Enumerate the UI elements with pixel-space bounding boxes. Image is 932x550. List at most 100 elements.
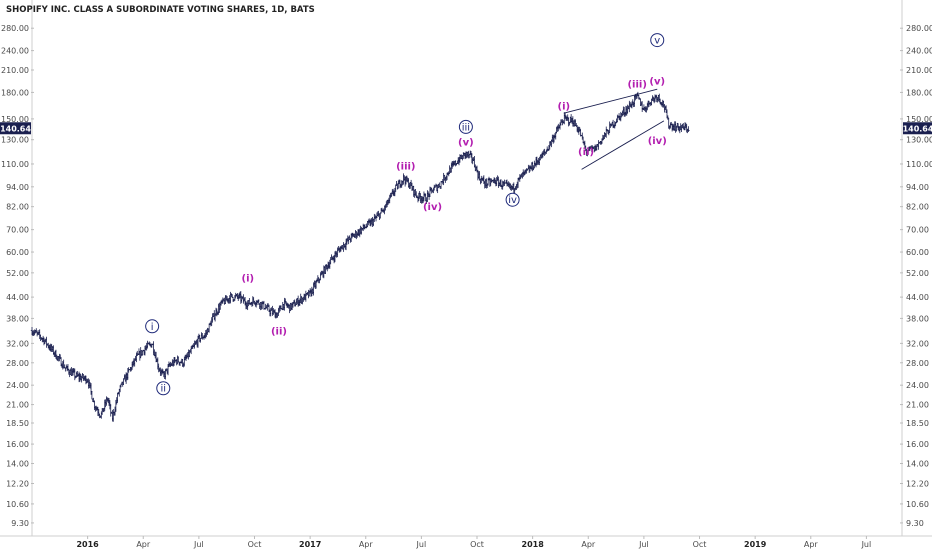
y-tick-label-right: 28.00 [906, 359, 929, 368]
x-tick-label: 2016 [76, 540, 99, 549]
x-tick-label: Jul [193, 540, 204, 549]
y-tick-label-left: 180.00 [1, 88, 29, 97]
x-tick-label: Jul [416, 540, 427, 549]
y-axis-left[interactable]: 280.00 240.00 210.00 180.00 150.00 130.00 110.… [0, 24, 31, 528]
wave-label-minor: (v) [458, 137, 474, 148]
price-bars [30, 91, 690, 422]
y-tick-label-left: 32.00 [6, 339, 29, 348]
y-tick-label-left: 240.00 [1, 47, 29, 56]
x-axis[interactable]: 2016 Apr Jul Oct 2017 Apr Jul Oct 2018 Apr Jul Oct 2… [76, 540, 871, 549]
wave-label-minor: (ii) [578, 147, 594, 158]
x-tick-label: Apr [136, 540, 151, 549]
x-tick-label: Apr [359, 540, 374, 549]
y-tick-label-left: 52.00 [6, 269, 29, 278]
y-tick-label-left: 82.00 [6, 203, 29, 212]
y-tick-label-left: 60.00 [6, 248, 29, 257]
x-tick-label: 2019 [744, 540, 767, 549]
y-tick-label-left: 38.00 [6, 314, 29, 323]
chart-title: SHOPIFY INC. CLASS A SUBORDINATE VOTING … [6, 5, 315, 15]
y-tick-label-right: 210.00 [906, 66, 932, 75]
y-tick-label-left: 280.00 [1, 24, 29, 33]
y-tick-label-right: 110.00 [906, 160, 932, 169]
x-tick-label: 2017 [299, 540, 321, 549]
y-tick-label-right: 280.00 [906, 24, 932, 33]
svg-text:iv: iv [508, 195, 517, 206]
x-tick-label: Jul [861, 540, 872, 549]
wave-labels: (i)(ii)(iii)(iv)(v)(i)(ii)(iii)(iv)(v)ii… [145, 33, 667, 396]
x-tick-label: Oct [470, 540, 484, 549]
wedge-trendline[interactable] [563, 88, 658, 114]
y-tick-label-right: 82.00 [906, 203, 929, 212]
svg-text:ii: ii [160, 384, 166, 395]
wave-label-circled: ii [156, 381, 171, 396]
wave-label-circled: i [145, 319, 160, 334]
wave-label-minor: (i) [242, 273, 255, 284]
y-tick-label-right: 12.20 [906, 479, 929, 488]
svg-text:iii: iii [462, 122, 470, 133]
y-tick-label-left: 18.50 [6, 419, 29, 428]
wave-label-minor: (iii) [627, 80, 646, 91]
y-tick-label-left: 70.00 [6, 226, 29, 235]
y-tick-label-left: 150.00 [1, 115, 29, 124]
svg-text:v: v [654, 36, 660, 47]
y-tick-label-left: 10.60 [6, 500, 29, 509]
y-tick-label-right: 10.60 [906, 500, 929, 509]
y-tick-label-right: 16.00 [906, 440, 929, 449]
wave-label-minor: (i) [558, 102, 571, 113]
y-tick-label-right: 150.00 [906, 115, 932, 124]
y-tick-label-right: 240.00 [906, 47, 932, 56]
x-tick-label: 2018 [522, 540, 545, 549]
y-tick-label-right: 14.00 [906, 459, 929, 468]
y-tick-label-right: 52.00 [906, 269, 929, 278]
y-tick-label-right: 21.00 [906, 401, 929, 410]
wave-label-minor: (iv) [423, 202, 442, 213]
wave-label-minor: (iv) [648, 136, 667, 147]
y-tick-label-left: 94.00 [6, 183, 29, 192]
wave-label-circled: v [650, 33, 665, 48]
last-price-badge-left [0, 122, 31, 135]
y-tick-label-right: 32.00 [906, 339, 929, 348]
y-tick-label-left: 9.30 [11, 519, 29, 528]
y-tick-label-right: 60.00 [906, 248, 929, 257]
y-tick-label-left: 44.00 [6, 293, 29, 302]
y-tick-label-right: 180.00 [906, 88, 932, 97]
y-tick-label-left: 12.20 [6, 479, 29, 488]
y-tick-label-left: 16.00 [6, 440, 29, 449]
y-tick-label-right: 94.00 [906, 183, 929, 192]
y-tick-label-left: 130.00 [1, 136, 29, 145]
y-tick-label-right: 18.50 [906, 419, 929, 428]
wave-label-circled: iv [505, 192, 520, 207]
y-tick-label-left: 110.00 [1, 160, 29, 169]
y-tick-label-right: 70.00 [906, 226, 929, 235]
y-tick-label-left: 21.00 [6, 401, 29, 410]
y-tick-label-right: 24.00 [906, 381, 929, 390]
x-tick-label: Oct [693, 540, 707, 549]
last-price-text-right: 140.64 [903, 124, 932, 133]
wave-label-circled: iii [458, 119, 473, 134]
y-tick-label-left: 14.00 [6, 459, 29, 468]
x-tick-label: Apr [804, 540, 819, 549]
last-price-badge-right [903, 122, 932, 135]
trendlines [563, 88, 665, 170]
y-tick-label-right: 38.00 [906, 314, 929, 323]
last-price-text-left: 140.64 [0, 124, 31, 133]
ohlc-bar [687, 126, 690, 132]
wave-label-minor: (iii) [396, 161, 415, 172]
wave-label-minor: (v) [649, 77, 665, 88]
y-tick-label-right: 44.00 [906, 293, 929, 302]
y-tick-label-right: 130.00 [906, 136, 932, 145]
wave-label-minor: (ii) [271, 327, 287, 338]
y-tick-label-left: 210.00 [1, 66, 29, 75]
svg-text:i: i [151, 322, 154, 333]
y-tick-label-right: 9.30 [906, 519, 924, 528]
y-tick-label-left: 24.00 [6, 381, 29, 390]
y-axis-right[interactable]: 280.00 240.00 210.00 180.00 150.00 130.00 110.… [903, 24, 932, 528]
x-tick-label: Jul [638, 540, 649, 549]
wedge-trendline[interactable] [581, 120, 665, 170]
y-tick-label-left: 28.00 [6, 359, 29, 368]
x-tick-label: Apr [581, 540, 596, 549]
x-tick-label: Oct [248, 540, 262, 549]
